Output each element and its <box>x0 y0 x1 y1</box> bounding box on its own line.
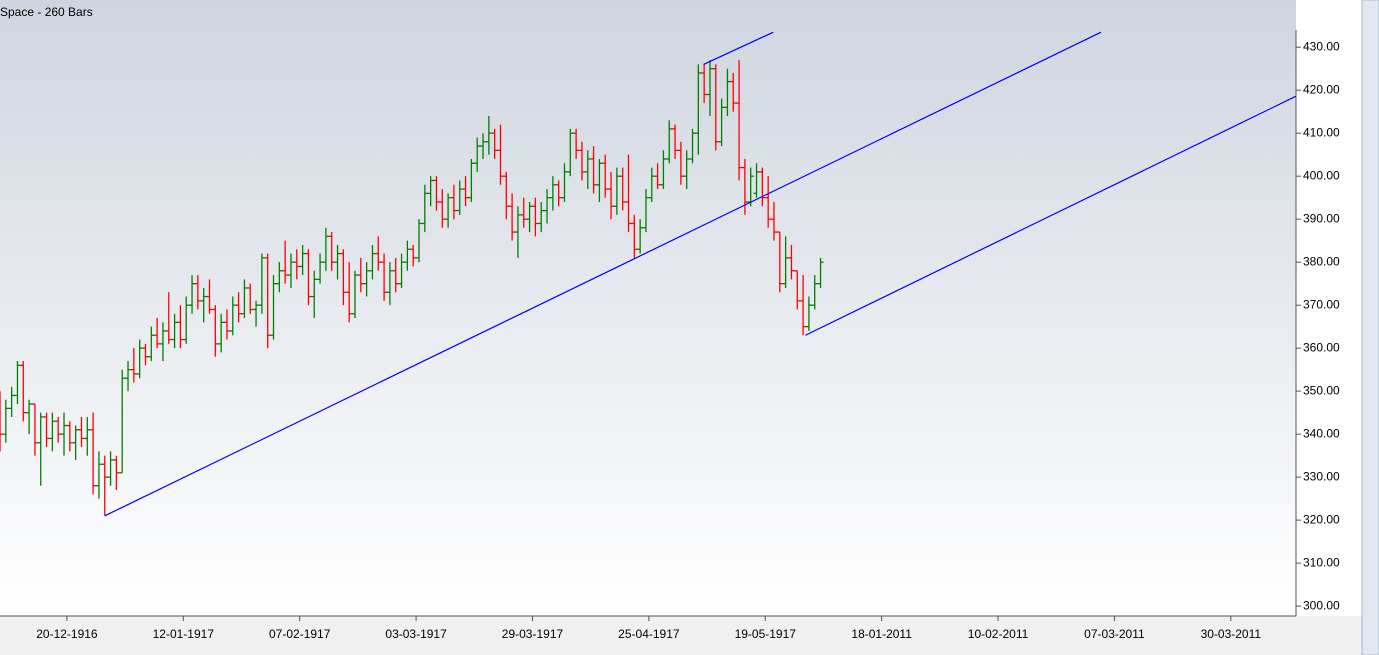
x-tick-label: 30-03-2011 <box>1201 627 1262 641</box>
chart-title: Space - 260 Bars <box>0 5 93 19</box>
y-tick-label: 400.00 <box>1303 168 1340 182</box>
scrollbar[interactable] <box>1361 0 1379 655</box>
y-tick-label: 390.00 <box>1303 211 1340 225</box>
y-tick-label: 340.00 <box>1303 426 1340 440</box>
trend-line <box>104 31 1102 517</box>
plot <box>0 31 1296 517</box>
y-tick-label: 380.00 <box>1303 254 1340 268</box>
x-tick-label: 29-03-1917 <box>502 627 564 641</box>
x-tick-label: 12-01-1917 <box>153 627 215 641</box>
trend-line <box>805 95 1296 336</box>
trend-line <box>703 31 774 65</box>
y-tick-label: 410.00 <box>1303 125 1340 139</box>
x-tick-label: 03-03-1917 <box>385 627 447 641</box>
x-tick-label: 18-01-2011 <box>851 627 912 641</box>
y-tick-label: 350.00 <box>1303 383 1340 397</box>
y-tick-label: 320.00 <box>1303 512 1340 526</box>
x-tick-label: 20-12-1916 <box>36 627 98 641</box>
y-tick-label: 370.00 <box>1303 297 1340 311</box>
y-axis-area <box>1296 0 1362 616</box>
y-tick-label: 310.00 <box>1303 555 1340 569</box>
x-tick-label: 19-05-1917 <box>735 627 797 641</box>
plot-area <box>0 0 1296 616</box>
y-tick-label: 420.00 <box>1303 82 1340 96</box>
x-tick-label: 25-04-1917 <box>618 627 680 641</box>
x-tick-label: 07-03-2011 <box>1084 627 1145 641</box>
y-tick-label: 360.00 <box>1303 340 1340 354</box>
y-tick-label: 430.00 <box>1303 39 1340 53</box>
y-tick-label: 300.00 <box>1303 598 1340 612</box>
x-tick-label: 10-02-2011 <box>968 627 1029 641</box>
x-tick-label: 07-02-1917 <box>269 627 331 641</box>
y-tick-label: 330.00 <box>1303 469 1340 483</box>
